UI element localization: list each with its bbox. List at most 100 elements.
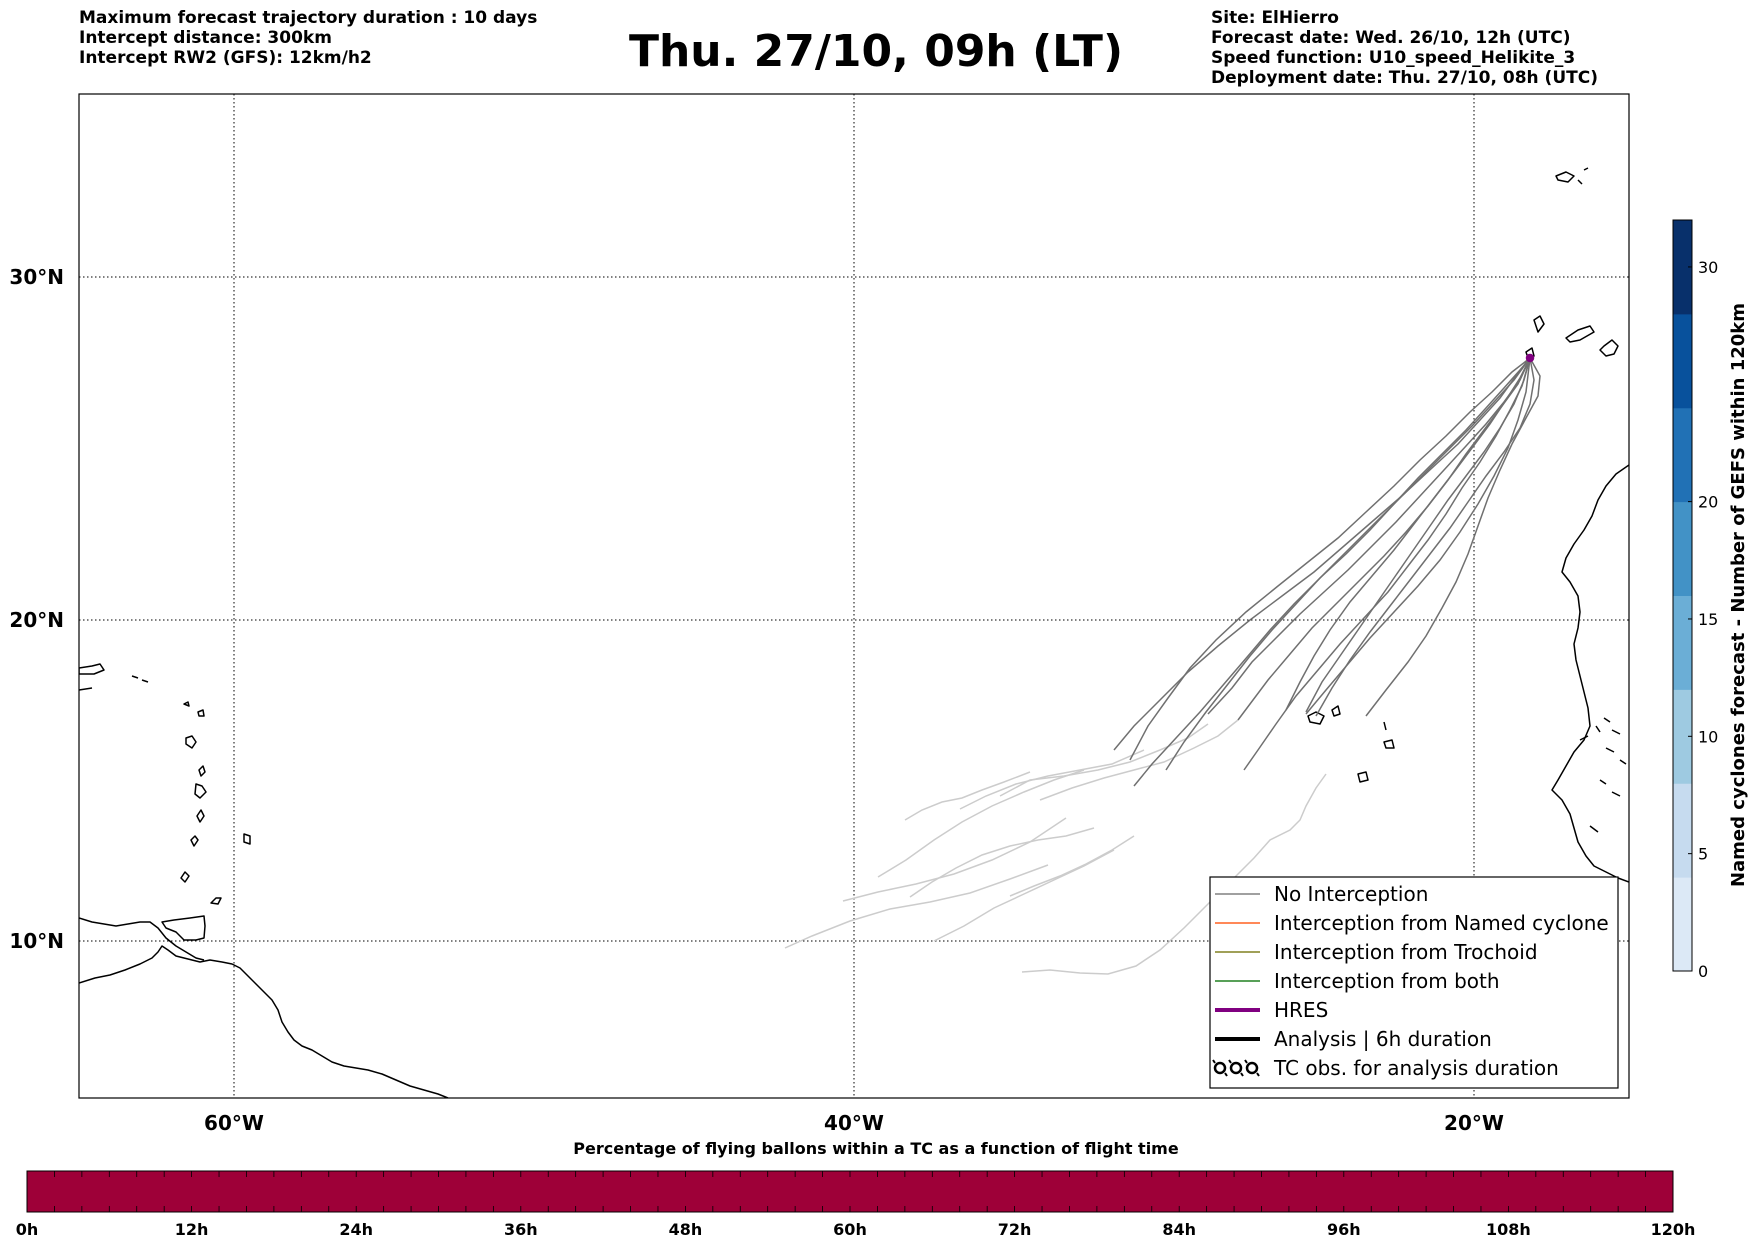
trajectory-9: [1165, 357, 1531, 771]
hispaniola-tip: [79, 687, 93, 691]
timebar-label: 24h: [339, 1220, 373, 1239]
max-duration-text: Maximum forecast trajectory duration : 1…: [79, 8, 538, 28]
cyclone-symbol-icon: [1229, 1061, 1243, 1075]
legend-item: Interception from both: [1215, 969, 1500, 993]
barbados: [243, 833, 251, 845]
canary-islands-a: [1533, 315, 1545, 333]
cape-verde-e: [1383, 721, 1387, 731]
trajectory-8: [1305, 357, 1531, 713]
africa-islands: [1579, 717, 1627, 833]
intercept-distance-text: Intercept distance: 300km: [79, 28, 332, 48]
cape-verde-a: [1307, 711, 1325, 725]
trinidad: [161, 915, 206, 941]
timebar-label: 72h: [998, 1220, 1032, 1239]
lat-label-10n: 10°N: [9, 929, 64, 953]
timebar-label: 48h: [669, 1220, 703, 1239]
timebar-title: Percentage of flying ballons within a TC…: [573, 1139, 1179, 1158]
trajectory-tail-1: [784, 864, 1049, 949]
timebar-label: 60h: [833, 1220, 867, 1239]
cape-verde-d: [1357, 771, 1369, 783]
lon-label-40w: 40°W: [824, 1111, 884, 1135]
timebar-label: 108h: [1486, 1220, 1531, 1239]
timebar-label: 0h: [16, 1220, 39, 1239]
st-kitts: [183, 701, 190, 707]
colorbar-band: [1673, 877, 1692, 972]
colorbar-title: Named cyclones forecast - Number of GEFS…: [1728, 303, 1749, 887]
africa-coast: [1551, 464, 1629, 883]
site-marker: [1525, 353, 1535, 363]
legend-item: No Interception: [1215, 882, 1428, 906]
trajectory-10: [1285, 357, 1531, 711]
site-text: Site: ElHierro: [1211, 8, 1339, 28]
site-info: Site: ElHierro Forecast date: Wed. 26/10…: [1211, 8, 1598, 88]
legend-label: No Interception: [1274, 882, 1428, 906]
legend-item: Interception from Trochoid: [1215, 940, 1538, 964]
colorbar-tick-label: 10: [1698, 727, 1718, 746]
madeira-small: [1577, 167, 1589, 185]
timebar: 0h 12h 24h 36h 48h 60h 72h 84h 96h 108h 120h: [16, 1170, 1696, 1239]
lon-label-20w: 20°W: [1444, 1111, 1504, 1135]
cape-verde-c: [1383, 739, 1395, 749]
legend-label: HRES: [1274, 998, 1328, 1022]
trajectory-tail-8: [1009, 835, 1135, 897]
martinique: [194, 783, 207, 799]
lon-label-60w: 60°W: [204, 1111, 264, 1135]
colorbar-band: [1673, 595, 1692, 690]
tobago: [210, 897, 222, 905]
cyclone-symbol-icon: [1213, 1061, 1227, 1075]
legend-label: Interception from both: [1274, 969, 1500, 993]
colorbar-tick-label: 0: [1698, 962, 1708, 981]
colorbar-tick-label: 20: [1698, 493, 1718, 512]
trajectory-6: [1129, 357, 1531, 761]
legend-label: Analysis | 6h duration: [1274, 1027, 1492, 1051]
trajectory-12: [1315, 357, 1535, 717]
madeira: [1555, 171, 1575, 183]
forecast-date-text: Forecast date: Wed. 26/10, 12h (UTC): [1211, 28, 1571, 48]
guadeloupe: [185, 735, 197, 749]
colorbar-band: [1673, 783, 1692, 878]
colorbar: 0 5 10 15 20 30 Named cyclones forecast - Num…: [1672, 219, 1749, 981]
cyclone-tail-icon: [1212, 1059, 1228, 1077]
coastlines: [79, 167, 1629, 1098]
colorbar-band: [1673, 501, 1692, 596]
cyclone-tail-icon: [1244, 1059, 1260, 1077]
legend-label: Interception from Trochoid: [1274, 940, 1538, 964]
colorbar-tick-label: 5: [1698, 845, 1708, 864]
trajectory-4: [1113, 357, 1531, 751]
lat-label-20n: 20°N: [9, 608, 64, 632]
legend: No Interception Interception from Named c…: [1209, 876, 1619, 1089]
puerto-rico: [79, 663, 105, 675]
intercept-rw2-text: Intercept RW2 (GFS): 12km/h2: [79, 48, 372, 68]
legend-item: Analysis | 6h duration: [1215, 1027, 1492, 1051]
timebar-label: 84h: [1162, 1220, 1196, 1239]
legend-label: TC obs. for analysis duration: [1273, 1056, 1559, 1080]
legend-box: [1209, 876, 1619, 1089]
cyclone-symbol-icon: [1245, 1061, 1259, 1075]
legend-item: HRES: [1215, 998, 1328, 1022]
colorbar-band: [1673, 689, 1692, 784]
trajectory-early-segments: [1113, 357, 1541, 787]
timebar-label: 120h: [1651, 1220, 1696, 1239]
timebar-label: 12h: [175, 1220, 209, 1239]
canary-islands-c: [1599, 339, 1619, 357]
grenada: [180, 871, 190, 883]
paria-coast: [79, 917, 205, 961]
trajectory-tail-10: [999, 723, 1209, 797]
legend-item: TC obs. for analysis duration: [1212, 1056, 1559, 1080]
trajectory-tail-5: [909, 827, 1095, 898]
colorbar-frame: [1672, 219, 1693, 972]
speed-function-text: Speed function: U10_speed_Helikite_3: [1211, 48, 1576, 68]
antigua: [197, 709, 205, 717]
cape-verde-b: [1331, 705, 1341, 717]
trajectory-tail-6: [959, 749, 1145, 810]
map-title: Thu. 27/10, 09h (LT): [628, 26, 1124, 77]
timebar-fill: [26, 1170, 1674, 1213]
trajectory-tail-7: [933, 849, 1115, 942]
longitude-labels: 60°W 40°W 20°W: [204, 1111, 1504, 1135]
legend-label: Interception from Named cyclone: [1274, 911, 1609, 935]
latitude-labels: 30°N 20°N 10°N: [9, 265, 64, 953]
trajectory-5: [1305, 357, 1531, 715]
timebar-label: 36h: [504, 1220, 538, 1239]
virgin-islands: [131, 675, 149, 683]
trajectory-11: [1365, 357, 1541, 717]
